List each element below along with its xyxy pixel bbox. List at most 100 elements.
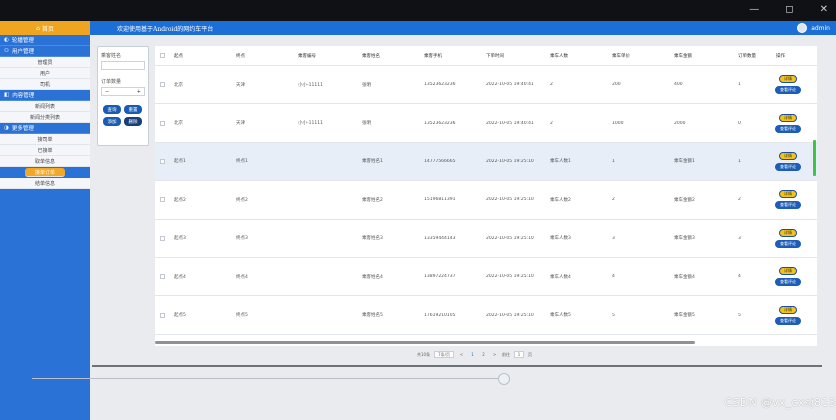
order-count-stepper[interactable]: − + — [101, 87, 145, 96]
menu-group-icon: ◑ — [4, 125, 9, 131]
video-slider-track[interactable] — [32, 378, 502, 379]
row-checkbox[interactable] — [155, 197, 169, 203]
select-all-checkbox[interactable] — [155, 53, 169, 58]
pagination: 共10条 7条/页 < 1 2 > 前往 1 页 — [417, 351, 532, 358]
sidebar-item[interactable]: 已接单 — [0, 145, 90, 156]
column-header: 乘客手机 — [424, 53, 442, 59]
row-checkbox[interactable] — [155, 274, 169, 280]
table-cell: 乘车人数2 — [550, 197, 571, 203]
sidebar-group-label: 用户管理 — [11, 49, 34, 55]
detail-button[interactable]: 详情 — [779, 151, 797, 160]
sidebar-item[interactable]: 司机 — [0, 79, 90, 90]
detail-button[interactable]: 详情 — [779, 75, 797, 84]
sidebar-item[interactable]: 接司单 — [0, 134, 90, 145]
table-row[interactable]: 起点5 终点5 乘客姓名5 17619210105 2022-10-05 19:25:1… — [155, 296, 817, 335]
row-checkbox[interactable] — [155, 120, 169, 126]
table-cell: 2022-10-05 19:25:10 — [486, 235, 534, 241]
table-cell: 15196811391 — [424, 197, 456, 203]
menu-group-icon: ◧ — [4, 92, 10, 98]
table-cell: 起点5 — [174, 313, 186, 319]
stepper-plus-button[interactable]: + — [136, 88, 141, 95]
table-cell: 乘车人数5 — [550, 313, 571, 319]
avatar — [797, 23, 808, 33]
passenger-name-input[interactable] — [101, 61, 145, 70]
column-header: 终点 — [236, 53, 245, 59]
user-menu[interactable]: admin — [797, 23, 830, 33]
reset-button[interactable]: 重置 — [124, 105, 142, 114]
sidebar-item[interactable]: 结单信息 — [0, 178, 90, 189]
table-cell: 13897224737 — [424, 274, 456, 280]
table-cell: 乘客姓名5 — [362, 313, 383, 319]
sidebar-item[interactable]: 取单信息 — [0, 156, 90, 167]
sidebar-item[interactable]: 新闻分类列表 — [0, 112, 90, 123]
table-cell: 北京 — [174, 82, 183, 88]
sidebar-item[interactable]: 用户 — [0, 68, 90, 79]
table-cell: 乘车人数1 — [550, 159, 571, 165]
video-slider-handle[interactable] — [498, 373, 510, 385]
sidebar-group-2[interactable]: ◧ 内容管理 — [0, 90, 90, 101]
next-page-button[interactable]: > — [492, 352, 497, 357]
table-row[interactable]: 北京 天津 小小-11111 张明 13523623236 2022-10-05 19:4… — [155, 104, 817, 143]
page-1-button[interactable]: 1 — [471, 352, 474, 357]
passenger-name-label: 乘客姓名 — [101, 53, 122, 59]
detail-button[interactable]: 详情 — [779, 228, 797, 237]
detail-button[interactable]: 详情 — [779, 113, 797, 122]
table-cell: 乘车金额1 — [674, 159, 695, 165]
sidebar-group-3[interactable]: ◑ 更多管理 — [0, 123, 90, 134]
search-button[interactable]: 查询 — [103, 105, 121, 114]
detail-button[interactable]: 详情 — [779, 267, 797, 276]
detail-button[interactable]: 详情 — [779, 190, 797, 199]
column-header: 乘客姓名 — [362, 53, 380, 59]
table-cell: 小小-11111 — [298, 82, 323, 88]
view-review-button[interactable]: 查看评论 — [775, 278, 801, 287]
view-review-button[interactable]: 查看评论 — [775, 239, 801, 248]
row-checkbox[interactable] — [155, 82, 169, 88]
sidebar-group-0[interactable]: ◐ 轮播管理 — [0, 35, 90, 46]
row-actions: 详情 查看评论 — [771, 190, 805, 210]
sidebar-item[interactable]: 新闻列表 — [0, 101, 90, 112]
view-review-button[interactable]: 查看评论 — [775, 86, 801, 95]
stepper-minus-button[interactable]: − — [105, 88, 110, 95]
row-actions: 详情 查看评论 — [771, 305, 805, 325]
page-size-select[interactable]: 7条/页 — [434, 351, 454, 358]
table-cell: 1 — [738, 82, 741, 88]
view-review-button[interactable]: 查看评论 — [775, 201, 801, 210]
table-cell: 天津 — [236, 82, 245, 88]
horizontal-scrollbar[interactable] — [155, 341, 695, 344]
goto-page-input[interactable]: 1 — [514, 351, 524, 358]
detail-button[interactable]: 详情 — [779, 305, 797, 314]
table-cell: 0 — [738, 120, 741, 126]
row-checkbox[interactable] — [155, 158, 169, 164]
page-2-button[interactable]: 2 — [482, 352, 485, 357]
minimize-button[interactable]: — — [749, 4, 760, 15]
table-cell: 乘客姓名4 — [362, 274, 383, 280]
table-cell: 2 — [550, 82, 553, 88]
view-review-button[interactable]: 查看评论 — [775, 124, 801, 133]
table-row[interactable]: 起点3 终点3 乘客姓名3 13359444143 2022-10-05 19:25:1… — [155, 220, 817, 258]
table-row[interactable]: 北京 天津 小小-11111 张明 13523623236 2022-10-05 19:4… — [155, 66, 817, 105]
table-cell: 2 — [550, 120, 553, 126]
filter-buttons: 查询 重置 添加 删除 — [103, 105, 145, 126]
prev-page-button[interactable]: < — [459, 352, 464, 357]
table-row[interactable]: 起点4 终点4 乘客姓名4 13897224737 2022-10-05 19:25:1… — [155, 258, 817, 297]
sidebar-item[interactable]: 接单订单 — [25, 168, 65, 177]
row-checkbox[interactable] — [155, 312, 169, 318]
sidebar-item[interactable]: 管理员 — [0, 57, 90, 68]
delete-button[interactable]: 删除 — [124, 117, 142, 126]
table-row[interactable]: 起点2 终点2 乘客姓名2 15196811391 2022-10-05 19:25:1… — [155, 181, 817, 220]
home-tab[interactable]: ⌂ 首页 — [0, 21, 90, 35]
maximize-button[interactable]: ◻ — [785, 4, 794, 15]
sidebar-group-1[interactable]: ⚇ 用户管理 — [0, 46, 90, 57]
menu-group-icon: ⚇ — [4, 48, 9, 54]
add-button[interactable]: 添加 — [103, 117, 121, 126]
vertical-scrollbar[interactable] — [813, 140, 816, 176]
column-header: 下单时间 — [486, 53, 504, 59]
row-checkbox[interactable] — [155, 235, 169, 241]
close-button[interactable]: ✕ — [819, 4, 828, 15]
table-cell: 2022-10-05 19:40:41 — [486, 120, 534, 126]
table-row[interactable]: 起点1 终点1 乘客姓名1 14777566665 2022-10-05 19:25:1… — [155, 142, 817, 182]
filter-panel: 乘客姓名 订单数量 − + 查询 重置 添加 删除 — [97, 46, 149, 146]
table-cell: 终点4 — [236, 274, 248, 280]
view-review-button[interactable]: 查看评论 — [775, 162, 801, 171]
view-review-button[interactable]: 查看评论 — [775, 316, 801, 325]
